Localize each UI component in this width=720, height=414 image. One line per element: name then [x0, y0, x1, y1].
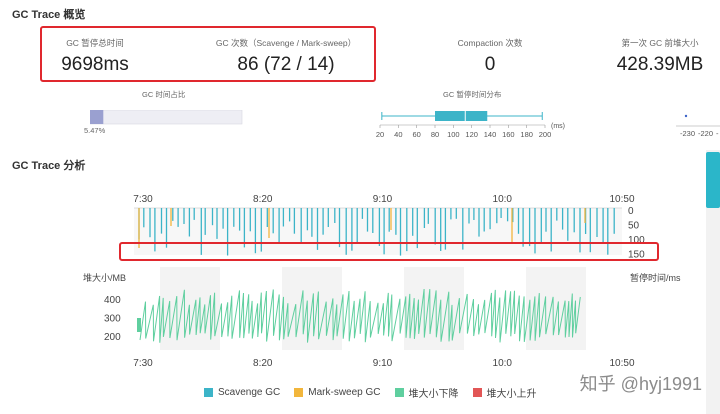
heap-start-marker — [137, 318, 141, 332]
stat-gc-count: GC 次数（Scavenge / Mark-sweep） 86 (72 / 14… — [206, 37, 366, 76]
pause-axis-tick: 0 — [628, 206, 634, 217]
boxplot-tick-label: 100 — [447, 130, 460, 139]
heap-axis-tick: 200 — [104, 332, 121, 343]
time-tick-top: 10:50 — [609, 194, 634, 205]
pause-axis-label: 暂停时间/ms — [630, 272, 681, 283]
scrollbar-track[interactable] — [706, 150, 720, 414]
analysis-title: GC Trace 分析 — [12, 160, 86, 172]
heap-axis-tick: 300 — [104, 314, 121, 325]
scrollbar-thumb[interactable] — [706, 152, 720, 208]
legend-item-mark-sweep[interactable]: Mark-sweep GC — [294, 385, 381, 400]
stat-total-pause: GC 暂停总时间 9698ms — [50, 37, 140, 76]
time-ratio-bar — [90, 110, 243, 125]
legend-swatch — [204, 388, 213, 397]
legend-item-scavenge[interactable]: Scavenge GC — [204, 385, 280, 400]
pause-axis-tick: 150 — [628, 250, 645, 261]
boxplot-tick-label: 40 — [394, 130, 402, 139]
heap-size-line — [139, 288, 581, 343]
overview-title: GC Trace 概览 — [12, 9, 86, 21]
time-tick-bottom: 7:30 — [133, 358, 153, 369]
highlight-box-pause-row — [119, 242, 659, 261]
time-ratio-percent: 5.47% — [84, 126, 106, 135]
stat-compaction: Compaction 次数 0 — [445, 37, 535, 76]
boxplot-tick-label: 180 — [520, 130, 533, 139]
time-tick-bottom: 8:20 — [253, 358, 273, 369]
time-tick-top: 9:10 — [373, 194, 393, 205]
stat-label: GC 暂停总时间 — [66, 38, 124, 48]
heap-mini-tick-label: - — [716, 129, 719, 138]
pause-dist-label: GC 暂停时间分布 — [443, 90, 502, 99]
legend-label: 堆大小下降 — [408, 389, 459, 400]
stat-value: 428.39MB — [616, 54, 704, 75]
time-tick-top: 8:20 — [253, 194, 273, 205]
boxplot-tick-label: 140 — [484, 130, 497, 139]
pause-dist-boxplot: 20 40 60 80 100 120 140 160 180 200(ms) — [376, 111, 565, 139]
legend-item-heap-up[interactable]: 堆大小上升 — [472, 385, 537, 400]
pause-axis-tick: 50 — [628, 221, 640, 232]
heap-mini-dot — [684, 114, 688, 118]
time-ratio-track — [90, 110, 243, 125]
boxplot-tick-label: 200 — [539, 130, 552, 139]
time-tick-bottom: 9:10 — [373, 358, 393, 369]
legend-swatch — [294, 388, 304, 397]
stat-heap-before: 第一次 GC 前堆大小 428.39MB — [608, 37, 712, 76]
boxplot-tick-label: 80 — [431, 130, 439, 139]
boxplot-tick-label: 60 — [412, 130, 420, 139]
highlight-box-stats — [40, 26, 376, 82]
stat-value: 9698ms — [61, 54, 129, 75]
stat-label: 第一次 GC 前堆大小 — [621, 38, 699, 48]
pause-axis-tick: 100 — [628, 235, 645, 246]
watermark-text: 知乎 @hyj1991 — [579, 374, 702, 394]
boxplot-box — [435, 111, 488, 121]
stat-value: 0 — [484, 54, 496, 75]
time-ratio-label: GC 时间占比 — [142, 90, 186, 99]
heap-mini-chart: -230 -220- — [676, 114, 720, 138]
legend-swatch — [472, 388, 482, 397]
heap-mini-tick-label: -220 — [698, 129, 713, 138]
legend-swatch — [394, 388, 404, 397]
gc-trace-chart: 7:30 7:30 8:20 8:20 9:10 9:10 10:0 10:0 10:50 10:… — [83, 194, 681, 369]
boxplot-tick-label: 160 — [502, 130, 515, 139]
legend-item-heap-down[interactable]: 堆大小下降 — [394, 385, 459, 400]
time-tick-top: 10:0 — [493, 194, 513, 205]
legend-label: Mark-sweep GC — [308, 387, 381, 398]
time-tick-bottom: 10:0 — [493, 358, 513, 369]
boxplot-tick-label: 20 — [376, 130, 384, 139]
boxplot-tick-label: 120 — [465, 130, 478, 139]
legend-label: Scavenge GC — [218, 387, 281, 398]
chart-legend: Scavenge GC Mark-sweep GC 堆大小下降 堆大小上升 — [204, 385, 537, 400]
time-tick-top: 7:30 — [133, 194, 153, 205]
stat-label: GC 次数（Scavenge / Mark-sweep） — [215, 38, 357, 48]
heap-axis-label: 堆大小/MB — [83, 272, 126, 283]
time-tick-bottom: 10:50 — [609, 358, 634, 369]
boxplot-unit: (ms) — [551, 123, 565, 130]
legend-label: 堆大小上升 — [486, 389, 537, 400]
stat-value: 86 (72 / 14) — [237, 54, 335, 75]
heap-axis-tick: 400 — [104, 295, 121, 306]
stat-label: Compaction 次数 — [457, 38, 523, 48]
heap-mini-tick-label: -230 — [680, 129, 695, 138]
time-ratio-fill — [90, 110, 104, 124]
